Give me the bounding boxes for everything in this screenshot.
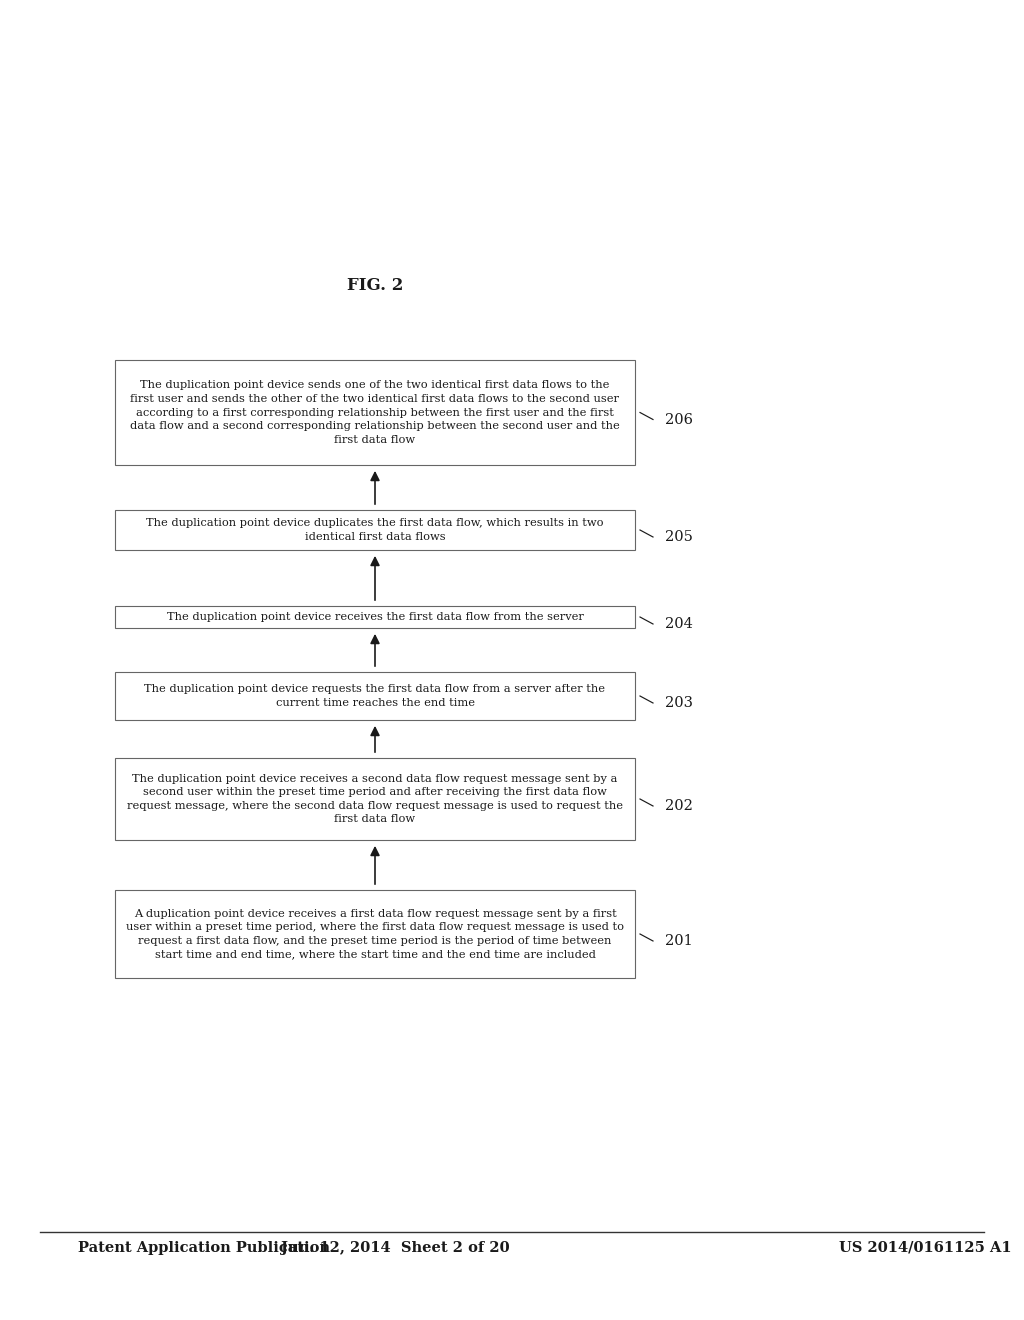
Text: The duplication point device receives the first data flow from the server: The duplication point device receives th… [167, 612, 584, 622]
Bar [115, 360, 635, 465]
Text: 201: 201 [665, 935, 693, 948]
Text: The duplication point device receives a second data flow request message sent by: The duplication point device receives a … [127, 774, 623, 825]
Bar [115, 510, 635, 550]
Bar [115, 606, 635, 628]
Text: The duplication point device duplicates the first data flow, which results in tw: The duplication point device duplicates … [146, 519, 604, 541]
Text: FIG. 2: FIG. 2 [347, 276, 403, 293]
Text: The duplication point device sends one of the two identical first data flows to : The duplication point device sends one o… [130, 380, 620, 445]
Text: 203: 203 [665, 696, 693, 710]
Text: 204: 204 [665, 616, 693, 631]
Text: 206: 206 [665, 412, 693, 426]
Bar [115, 758, 635, 840]
Text: US 2014/0161125 A1: US 2014/0161125 A1 [839, 1241, 1012, 1255]
Text: 205: 205 [665, 531, 693, 544]
Bar [115, 890, 635, 978]
Text: Jun. 12, 2014  Sheet 2 of 20: Jun. 12, 2014 Sheet 2 of 20 [281, 1241, 509, 1255]
Text: A duplication point device receives a first data flow request message sent by a : A duplication point device receives a fi… [126, 908, 624, 960]
Text: 202: 202 [665, 799, 693, 813]
Text: The duplication point device requests the first data flow from a server after th: The duplication point device requests th… [144, 684, 605, 708]
Bar [115, 672, 635, 719]
Text: Patent Application Publication: Patent Application Publication [78, 1241, 330, 1255]
